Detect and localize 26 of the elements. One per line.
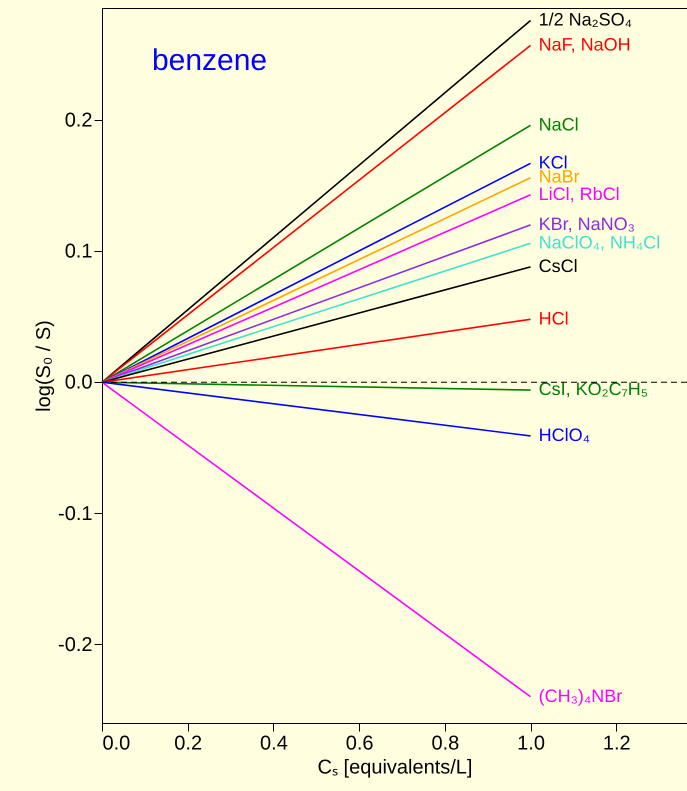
y-tick-label: -0.1 (58, 502, 92, 525)
series-label: HCl (538, 308, 569, 328)
series-label: NaF, NaOH (538, 34, 631, 54)
x-tick-label: 1.2 (602, 732, 631, 754)
x-tick-label: 0.0 (102, 732, 130, 754)
series-label: (CH₃)₄NBr (538, 686, 622, 706)
series-label: KBr, NaNO₃ (538, 214, 635, 234)
y-tick-label: 0.0 (64, 372, 92, 394)
x-tick-label: 0.2 (174, 732, 202, 754)
series-label: LiCl, RbCl (538, 184, 620, 204)
series-label: NaClO₄, NH₄Cl (538, 232, 660, 252)
x-tick-label: 0.4 (260, 732, 288, 754)
series-label: HClO₄ (538, 424, 590, 445)
x-axis-title: Cₛ [equivalents/L] (318, 756, 472, 778)
y-axis-title: log(S₀ / S) (33, 320, 56, 412)
series-label: CsI, KO₂C₇H₅ (538, 379, 648, 400)
series-label: CsCl (538, 256, 578, 276)
y-tick-label: -0.2 (58, 634, 92, 656)
series-label: NaCl (538, 114, 579, 134)
x-tick-label: 0.6 (346, 732, 374, 754)
y-tick-label: 0.1 (64, 240, 92, 263)
series-label: 1/2 Na₂SO₄ (538, 9, 632, 30)
text: benzene (152, 44, 268, 77)
x-tick-label: 0.8 (431, 732, 460, 754)
x-tick-label: 1.0 (517, 732, 545, 754)
y-tick-label: 0.2 (64, 110, 92, 132)
